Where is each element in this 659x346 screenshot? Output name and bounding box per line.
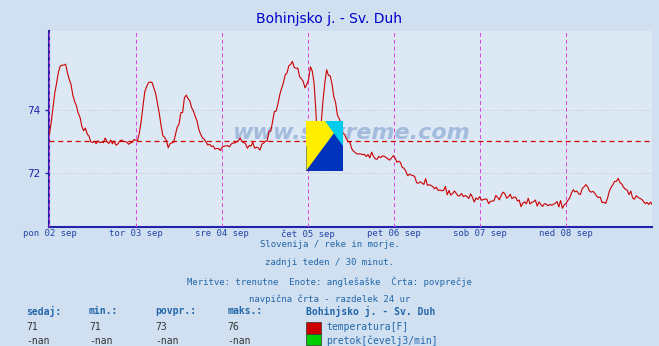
Polygon shape [325, 121, 343, 146]
Polygon shape [306, 121, 325, 146]
Text: -nan: -nan [26, 336, 50, 346]
Text: 73: 73 [155, 322, 167, 333]
Text: navpična črta - razdelek 24 ur: navpična črta - razdelek 24 ur [249, 294, 410, 304]
Polygon shape [306, 121, 343, 171]
Text: -nan: -nan [155, 336, 179, 346]
Text: Bohinjsko j. - Sv. Duh: Bohinjsko j. - Sv. Duh [306, 306, 436, 317]
Text: 76: 76 [227, 322, 239, 333]
Text: Meritve: trenutne  Enote: anglešaške  Črta: povprečje: Meritve: trenutne Enote: anglešaške Črta… [187, 276, 472, 287]
Text: 71: 71 [26, 322, 38, 333]
Polygon shape [306, 121, 343, 171]
Text: temperatura[F]: temperatura[F] [326, 322, 409, 333]
Text: -nan: -nan [227, 336, 251, 346]
Text: min.:: min.: [89, 306, 119, 316]
Text: Bohinjsko j. - Sv. Duh: Bohinjsko j. - Sv. Duh [256, 12, 403, 26]
Text: zadnji teden / 30 minut.: zadnji teden / 30 minut. [265, 258, 394, 267]
Text: www.si-vreme.com: www.si-vreme.com [232, 123, 470, 143]
Text: pretok[čevelj3/min]: pretok[čevelj3/min] [326, 336, 438, 346]
Polygon shape [306, 146, 343, 171]
Text: povpr.:: povpr.: [155, 306, 196, 316]
Text: maks.:: maks.: [227, 306, 262, 316]
Polygon shape [325, 121, 343, 146]
Text: 71: 71 [89, 322, 101, 333]
Text: sedaj:: sedaj: [26, 306, 61, 317]
Text: -nan: -nan [89, 336, 113, 346]
Text: Slovenija / reke in morje.: Slovenija / reke in morje. [260, 240, 399, 249]
